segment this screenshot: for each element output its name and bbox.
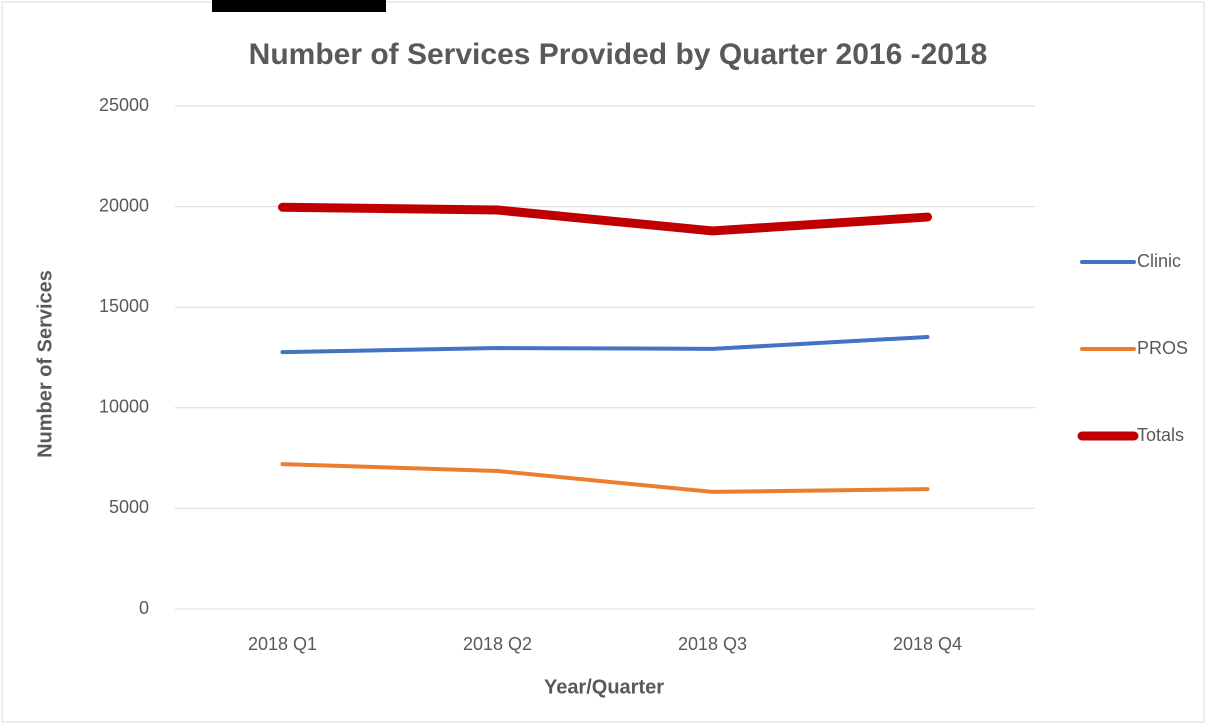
y-tick-label: 25000 [99, 95, 149, 115]
y-tick-label: 0 [139, 598, 149, 618]
y-tick-label: 10000 [99, 397, 149, 417]
chart-title: Number of Services Provided by Quarter 2… [249, 38, 988, 71]
x-tick-label: 2018 Q2 [463, 634, 532, 654]
legend-label: Totals [1137, 425, 1184, 445]
legend-label: Clinic [1137, 251, 1181, 271]
y-tick-label: 20000 [99, 195, 149, 215]
x-axis-title: Year/Quarter [544, 676, 664, 698]
top-black-bar [212, 0, 386, 12]
x-tick-label: 2018 Q3 [678, 634, 747, 654]
x-tick-label: 2018 Q1 [248, 634, 317, 654]
legend-label: PROS [1137, 338, 1188, 358]
series-line [280, 462, 930, 494]
x-tick-label: 2018 Q4 [893, 634, 962, 654]
series-line [278, 202, 932, 236]
y-tick-label: 5000 [109, 497, 149, 517]
y-tick-label: 15000 [99, 296, 149, 316]
y-axis-title: Number of Services [34, 270, 56, 458]
series-line [280, 334, 930, 355]
